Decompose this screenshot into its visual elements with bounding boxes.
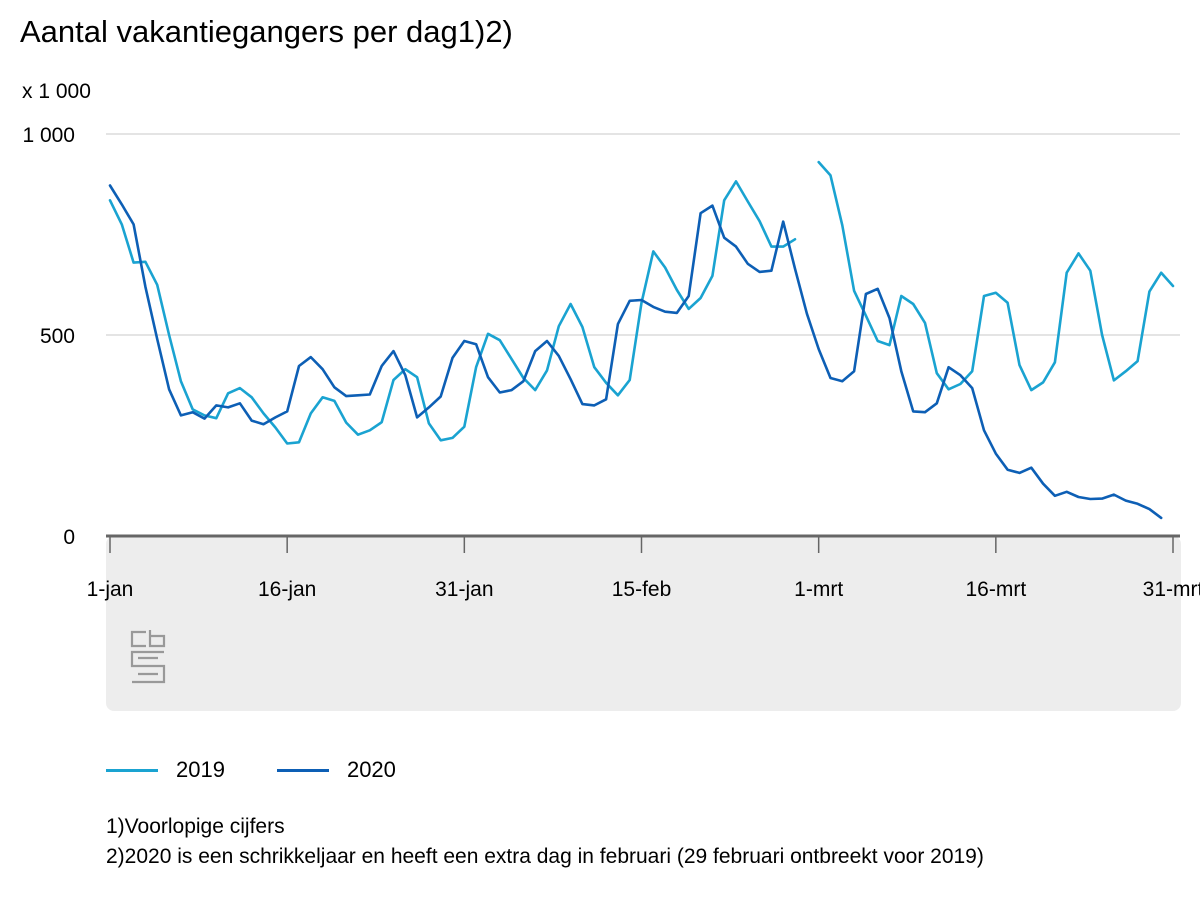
series-line-2020-segment-1 — [108, 184, 1163, 520]
gridlines — [106, 133, 1180, 538]
cbs-logo-icon — [130, 630, 166, 684]
y-tick-labels: 0 500 1 000 — [22, 124, 75, 549]
series-lines — [108, 160, 1175, 520]
footnote-2: 2)2020 is een schrikkeljaar en heeft een… — [106, 845, 984, 868]
x-tick-label-1-jan: 1-jan — [87, 578, 134, 601]
legend-swatch-2020 — [276, 768, 329, 772]
y-tick-label-1000: 1 000 — [22, 124, 75, 147]
legend-label-2020: 2020 — [346, 757, 396, 782]
x-tick-label-16-jan: 16-jan — [258, 578, 316, 601]
x-ticks: 1-jan 16-jan 31-jan 15-feb 1-mrt 16-mrt 31-mrt — [87, 536, 1200, 601]
x-axis-panel — [106, 536, 1181, 711]
y-tick-label-0: 0 — [63, 526, 75, 549]
legend-label-2019: 2019 — [176, 757, 225, 782]
legend-swatch-2019 — [106, 768, 158, 772]
series-line-2019-segment-2 — [817, 160, 1175, 392]
legend-item-2019: 2019 — [106, 757, 225, 783]
x-tick-label-1-mrt: 1-mrt — [794, 578, 843, 601]
legend-item-2020: 2020 — [276, 757, 396, 783]
x-tick-label-15-feb: 15-feb — [612, 578, 672, 601]
x-tick-label-31-mrt: 31-mrt — [1143, 578, 1200, 601]
legend: 2019 2020 — [106, 757, 448, 783]
y-axis-unit-label: x 1 000 — [22, 80, 91, 103]
y-tick-label-500: 500 — [40, 325, 75, 348]
x-tick-label-31-jan: 31-jan — [435, 578, 493, 601]
footnote-1: 1)Voorlopige cijfers — [106, 815, 285, 838]
series-line-2019-segment-1 — [108, 180, 797, 445]
footnotes: 1)Voorlopige cijfers 2)2020 is een schri… — [106, 812, 984, 872]
chart-title: Aantal vakantiegangers per dag1)2) — [20, 14, 513, 49]
x-tick-label-16-mrt: 16-mrt — [965, 578, 1026, 601]
